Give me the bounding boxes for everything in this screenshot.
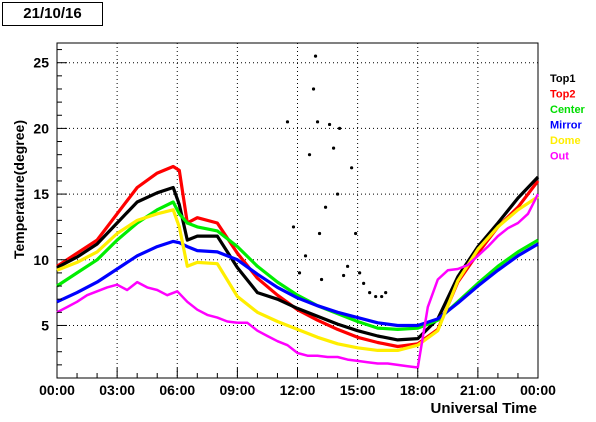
x-tick-label: 21:00	[460, 382, 496, 398]
legend-item-out: Out	[550, 151, 569, 163]
x-tick-label: 15:00	[340, 382, 376, 398]
x-tick-label: 00:00	[39, 382, 75, 398]
top1-point	[384, 291, 388, 295]
y-tick-label: 5	[41, 317, 49, 333]
top1-point	[380, 294, 384, 299]
y-tick-label: 15	[33, 186, 49, 202]
series-line-top1	[56, 175, 540, 342]
y-tick-label: 25	[33, 55, 49, 71]
top1-point	[327, 122, 332, 127]
date-label: 21/10/16	[2, 2, 103, 26]
top1-point	[323, 205, 328, 209]
top1-point	[311, 87, 316, 91]
x-axis-label: Universal Time	[431, 400, 537, 417]
top1-point	[285, 120, 290, 124]
x-tick-label: 00:00	[520, 382, 556, 398]
legend-item-dome: Dome	[550, 135, 581, 147]
top1-point	[346, 264, 350, 268]
ticks-layer: 00:00 03:00 06:00 09:00 12:00 15:00 18:00 21:00…	[33, 49, 556, 398]
top1-point	[341, 273, 346, 278]
top1-point	[362, 281, 366, 286]
legend: Top1 Top2 Center Mirror Dome Out	[550, 73, 586, 163]
top1-point	[291, 225, 296, 229]
top1-point	[319, 277, 324, 282]
x-tick-label: 06:00	[159, 382, 195, 398]
x-tick-label: 03:00	[99, 382, 135, 398]
top1-point	[307, 153, 312, 157]
legend-item-top2: Top2	[550, 89, 575, 101]
plot-frame	[56, 42, 539, 379]
top1-point	[331, 146, 336, 150]
grid	[56, 43, 539, 378]
top1-point	[303, 254, 308, 258]
top1-point	[368, 291, 372, 295]
x-tick-label: 09:00	[219, 382, 255, 398]
series-line-dome	[56, 195, 539, 352]
y-tick-label: 10	[33, 252, 49, 268]
top1-point	[313, 54, 318, 58]
top1-point	[335, 192, 340, 196]
top1-point	[374, 294, 378, 299]
legend-item-mirror: Mirror	[550, 120, 583, 132]
y-tick-label: 20	[33, 120, 49, 136]
top1-point	[337, 126, 342, 130]
x-tick-label: 18:00	[400, 382, 436, 398]
series-line-mirror	[56, 239, 539, 328]
x-tick-label: 12:00	[280, 382, 316, 398]
series-layer	[56, 54, 540, 369]
top1-point	[315, 120, 320, 124]
top1-point	[297, 271, 302, 275]
top1-point	[317, 231, 322, 236]
y-axis-label: Temperature(degree)	[11, 120, 27, 259]
top1-point	[358, 271, 362, 275]
legend-item-center: Center	[550, 104, 586, 116]
top1-point	[350, 166, 354, 170]
legend-item-top1: Top1	[550, 73, 575, 85]
top1-point	[354, 231, 358, 236]
series-line-out	[56, 193, 540, 369]
